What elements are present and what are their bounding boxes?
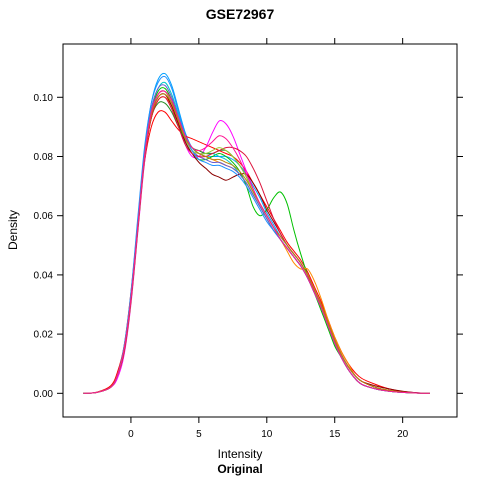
x-tick-label: 0 [128, 429, 134, 440]
y-tick-label: 0.04 [34, 270, 54, 281]
density-curve [83, 72, 430, 394]
sub-label: Original [217, 462, 262, 476]
y-axis-label: Density [6, 210, 20, 250]
y-tick-label: 0.08 [34, 152, 54, 163]
x-axis-label: Intensity [218, 447, 263, 461]
axis-ticks: 0 5 10 15 20 0.00 0.02 0.04 0.06 0.08 0.10 [34, 38, 463, 440]
x-tick-label: 10 [261, 429, 273, 440]
x-tick-label: 15 [329, 429, 341, 440]
plot-frame [62, 43, 458, 418]
density-curve [83, 90, 430, 394]
density-curves [83, 72, 430, 394]
chart-title: GSE72967 [206, 6, 275, 22]
y-tick-label: 0.10 [34, 93, 54, 104]
density-curve [83, 84, 430, 394]
x-tick-label: 5 [196, 429, 202, 440]
y-tick-label: 0.02 [34, 330, 54, 341]
y-tick-label: 0.00 [34, 389, 54, 400]
density-curve [83, 75, 430, 394]
y-tick-label: 0.06 [34, 211, 54, 222]
x-tick-label: 20 [397, 429, 409, 440]
density-curve [83, 81, 430, 394]
